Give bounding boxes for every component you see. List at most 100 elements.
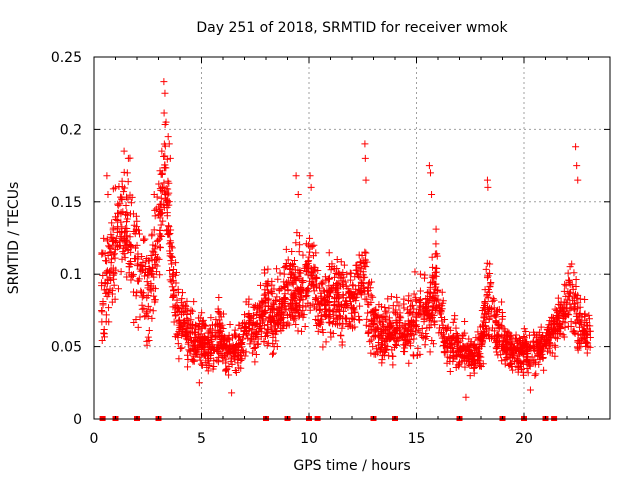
data-point	[339, 291, 347, 299]
data-point	[400, 304, 408, 312]
data-point	[341, 314, 349, 322]
data-point	[429, 340, 437, 348]
data-point	[487, 313, 495, 321]
data-point	[349, 324, 357, 332]
data-point	[508, 359, 516, 367]
data-point	[264, 265, 272, 273]
data-point	[526, 362, 534, 370]
data-point	[380, 351, 388, 359]
data-point	[333, 295, 341, 303]
data-point	[183, 297, 191, 305]
data-point	[343, 300, 351, 308]
data-point	[274, 321, 282, 329]
data-point	[393, 298, 401, 306]
y-tick-label: 0.1	[60, 267, 82, 283]
data-point-peak	[124, 154, 132, 162]
data-point	[110, 250, 118, 258]
data-point	[123, 224, 131, 232]
data-point	[364, 329, 372, 337]
data-point	[178, 344, 186, 352]
data-point	[103, 257, 111, 265]
x-tick-label: 0	[90, 431, 99, 447]
data-point	[575, 323, 583, 331]
data-point	[498, 315, 506, 323]
data-point	[125, 260, 133, 268]
data-point	[106, 274, 114, 282]
data-point	[480, 301, 488, 309]
data-point	[295, 248, 303, 256]
data-point	[222, 366, 230, 374]
data-point	[495, 305, 503, 313]
data-point	[367, 322, 375, 330]
data-point	[207, 314, 215, 322]
data-point	[546, 317, 554, 325]
data-point	[555, 311, 563, 319]
data-point	[357, 278, 365, 286]
data-point	[468, 355, 476, 363]
data-point	[417, 303, 425, 311]
data-point	[312, 282, 320, 290]
data-point	[142, 257, 150, 265]
data-point	[276, 269, 284, 277]
data-point	[424, 295, 432, 303]
data-point	[560, 287, 568, 295]
data-point	[319, 278, 327, 286]
data-point	[493, 348, 501, 356]
data-point	[364, 287, 372, 295]
data-point	[290, 315, 298, 323]
data-point	[211, 326, 219, 334]
data-point	[292, 277, 300, 285]
data-point	[482, 322, 490, 330]
data-point	[501, 327, 509, 335]
data-point	[363, 315, 371, 323]
data-point-peak	[103, 172, 111, 180]
data-point	[134, 323, 142, 331]
data-point	[354, 271, 362, 279]
data-point	[551, 343, 559, 351]
data-point	[157, 221, 165, 229]
data-point	[108, 298, 116, 306]
data-point	[405, 292, 413, 300]
data-point	[412, 321, 420, 329]
data-point	[295, 288, 303, 296]
data-point	[110, 275, 118, 283]
data-point	[175, 355, 183, 363]
data-point	[340, 307, 348, 315]
data-point	[228, 343, 236, 351]
data-point	[198, 309, 206, 317]
data-point-peak	[306, 172, 314, 180]
data-point	[447, 326, 455, 334]
data-point	[255, 327, 263, 335]
data-point	[194, 350, 202, 358]
data-point	[519, 349, 527, 357]
data-point	[566, 289, 574, 297]
data-point-peak	[294, 191, 302, 199]
data-point	[246, 340, 254, 348]
data-point	[562, 282, 570, 290]
data-point	[418, 325, 426, 333]
data-point-peak	[160, 78, 168, 86]
data-point	[401, 328, 409, 336]
data-point	[411, 268, 419, 276]
data-point	[176, 316, 184, 324]
data-point	[347, 269, 355, 277]
data-point	[431, 269, 439, 277]
data-point	[121, 184, 129, 192]
data-point	[187, 325, 195, 333]
data-point	[136, 313, 144, 321]
data-point	[544, 324, 552, 332]
data-point	[160, 153, 168, 161]
data-point	[467, 351, 475, 359]
data-point	[481, 310, 489, 318]
data-point	[132, 292, 140, 300]
data-point	[122, 202, 130, 210]
data-point	[157, 194, 165, 202]
data-point	[339, 282, 347, 290]
data-point	[556, 324, 564, 332]
data-point	[352, 261, 360, 269]
data-point	[566, 263, 574, 271]
data-point	[443, 359, 451, 367]
data-point	[120, 188, 128, 196]
data-point	[515, 337, 523, 345]
chart-title: Day 251 of 2018, SRMTID for receiver wmo…	[196, 20, 508, 36]
